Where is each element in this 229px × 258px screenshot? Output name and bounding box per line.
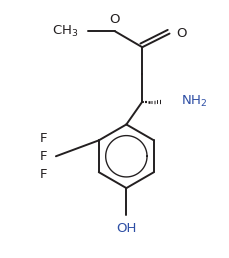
- Text: CH$_3$: CH$_3$: [52, 24, 78, 39]
- Text: OH: OH: [116, 222, 136, 235]
- Text: O: O: [176, 27, 186, 40]
- Text: NH$_2$: NH$_2$: [180, 94, 206, 109]
- Text: O: O: [109, 13, 120, 26]
- Text: F: F: [39, 168, 47, 181]
- Text: F: F: [39, 132, 47, 144]
- Text: F: F: [39, 150, 47, 163]
